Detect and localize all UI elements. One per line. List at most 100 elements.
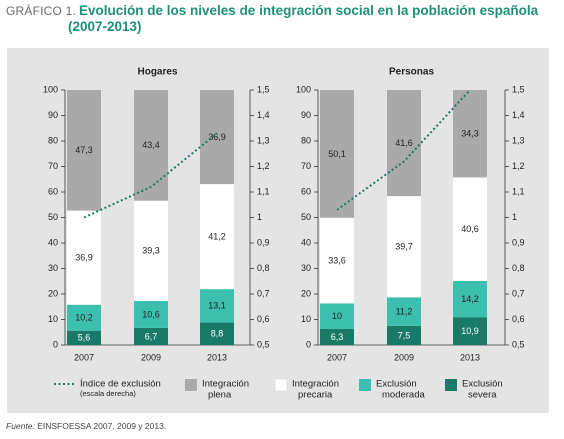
hogares-y-tick-label: 60 — [48, 186, 58, 196]
personas-y2-tick-label: 1,3 — [512, 135, 525, 145]
personas-y-tick-label: 20 — [301, 288, 311, 298]
hogares-y2-tick-label: 1,4 — [257, 110, 270, 120]
personas-bar-moderada-2009 — [387, 297, 421, 326]
hogares-bar-moderada-2007 — [67, 304, 101, 331]
hogares-data-label-precaria-2009: 39,3 — [142, 246, 160, 256]
personas-y-tick-label: 60 — [301, 186, 311, 196]
hogares-data-label-moderada-2007: 10,2 — [75, 313, 93, 323]
hogares-y-tick-label: 100 — [43, 84, 58, 94]
hogares-data-label-severa-2009: 6,7 — [145, 331, 158, 341]
personas-y-tick-label: 30 — [301, 263, 311, 273]
personas-data-label-plena-2013: 34,3 — [461, 129, 479, 139]
legend-label-severa: Exclusión — [462, 379, 503, 390]
legend-sublabel-plena: plena — [208, 390, 232, 401]
personas-y-tick-label: 80 — [301, 135, 311, 145]
personas-bar-plena-2007 — [320, 90, 354, 218]
hogares-y2-tick-label: 0,5 — [257, 339, 270, 349]
personas-y-tick-label: 40 — [301, 237, 311, 247]
personas-y-tick-label: 70 — [301, 161, 311, 171]
legend-sublabel-indice: (escala derecha) — [80, 389, 136, 398]
personas-x-tick-label: 2013 — [460, 352, 480, 362]
hogares-bar-plena-2013 — [200, 90, 234, 185]
personas-bar-moderada-2007 — [320, 303, 354, 329]
hogares-index-line — [83, 132, 218, 219]
hogares-y-tick-label: 70 — [48, 161, 58, 171]
personas-x-tick-label: 2007 — [327, 352, 347, 362]
personas-y2-tick-label: 0,6 — [512, 314, 525, 324]
personas-data-label-plena-2007: 50,1 — [328, 149, 346, 159]
title-line-1: Evolución de los niveles de integración … — [79, 3, 539, 18]
hogares-y2-tick-label: 1,2 — [257, 161, 270, 171]
figure-panel: Hogares 0 10 20 30 40 50 60 70 80 90 100 0,5 0,6 0,7 0,… — [7, 48, 549, 413]
hogares-bar-severa-2007 — [67, 330, 101, 345]
legend-swatch-severa — [445, 379, 457, 391]
personas-bar-plena-2009 — [387, 90, 421, 197]
personas-data-label-severa-2013: 10,9 — [461, 326, 479, 336]
personas-data-label-precaria-2007: 33,6 — [328, 255, 346, 265]
personas-bar-severa-2007 — [320, 328, 354, 345]
personas-bar-precaria-2013 — [453, 177, 487, 281]
hogares-bar-moderada-2009 — [134, 300, 168, 328]
hogares-x-tick-label: 2007 — [74, 352, 94, 362]
personas-y2-tick-label: 1,5 — [512, 84, 525, 94]
personas-x-tick-label: 2009 — [394, 352, 414, 362]
hogares-bar-precaria-2013 — [200, 184, 234, 290]
personas-y2-tick-label: 1 — [512, 212, 517, 222]
legend-label-moderada: Exclusión — [376, 379, 417, 390]
legend-sublabel-moderada: moderada — [382, 390, 425, 401]
personas-panel-title: Personas — [389, 67, 434, 78]
hogares-y2-tick-label: 1,1 — [257, 186, 270, 196]
hogares-y-tick-label: 90 — [48, 110, 58, 120]
personas-y-tick-label: 90 — [301, 110, 311, 120]
hogares-data-label-precaria-2007: 36,9 — [75, 253, 93, 263]
hogares-y-tick-label: 50 — [48, 212, 58, 222]
hogares-y-tick-label: 10 — [48, 314, 58, 324]
personas-data-label-plena-2009: 41,6 — [395, 138, 413, 148]
source-text: EINSFOESSA 2007, 2009 y 2013. — [34, 421, 167, 431]
personas-data-label-severa-2009: 7,5 — [398, 330, 411, 340]
personas-y-tick-label: 50 — [301, 212, 311, 222]
personas-bar-severa-2013 — [453, 317, 487, 345]
personas-y2-tick-label: 0,7 — [512, 288, 525, 298]
personas-y-tick-label: 100 — [296, 84, 311, 94]
hogares-bar-precaria-2009 — [134, 200, 168, 301]
hogares-bar-severa-2009 — [134, 327, 168, 345]
hogares-data-label-plena-2013: 36,9 — [208, 132, 226, 142]
hogares-y2-tick-label: 1,5 — [257, 84, 270, 94]
hogares-bar-precaria-2007 — [67, 210, 101, 305]
personas-y2-tick-label: 0,8 — [512, 263, 525, 273]
hogares-data-label-plena-2007: 47,3 — [75, 145, 93, 155]
legend-sublabel-severa: severa — [468, 390, 497, 401]
source-label: Fuente: — [6, 421, 35, 431]
personas-y2-tick-label: 0,9 — [512, 237, 525, 247]
hogares-y2-tick-label: 0,8 — [257, 263, 270, 273]
personas-bar-plena-2013 — [453, 90, 487, 178]
figure-tag: GRÁFICO 1. — [6, 4, 77, 18]
hogares-bar-severa-2013 — [200, 322, 234, 345]
personas-y-tick-label: 10 — [301, 314, 311, 324]
hogares-y-tick-label: 30 — [48, 263, 58, 273]
hogares-y-tick-label: 80 — [48, 135, 58, 145]
hogares-y2-tick-label: 0,7 — [257, 288, 270, 298]
hogares-y2-tick-label: 1,3 — [257, 135, 270, 145]
personas-y2-tick-label: 1,4 — [512, 110, 525, 120]
personas-data-label-moderada-2007: 10 — [332, 311, 342, 321]
hogares-x-tick-label: 2009 — [141, 352, 161, 362]
personas-data-label-precaria-2013: 40,6 — [461, 224, 479, 234]
hogares-y-tick-label: 40 — [48, 237, 58, 247]
personas-data-label-moderada-2013: 14,2 — [461, 294, 479, 304]
hogares-data-label-moderada-2009: 10,6 — [142, 309, 160, 319]
legend-swatch-precaria — [274, 378, 288, 392]
personas-bar-precaria-2007 — [320, 217, 354, 304]
hogares-y2-tick-label: 0,9 — [257, 237, 270, 247]
hogares-data-label-plena-2009: 43,4 — [142, 140, 160, 150]
personas-data-label-severa-2007: 6,3 — [331, 332, 344, 342]
stacked-bar-chart: Hogares01020304050607080901000,50,60,70,… — [43, 67, 525, 401]
legend-label-indice: Índice de exclusión — [80, 379, 161, 390]
hogares-data-label-precaria-2013: 41,2 — [208, 232, 226, 242]
personas-data-label-moderada-2009: 11,2 — [396, 306, 413, 316]
personas-y2-tick-label: 1,2 — [512, 161, 525, 171]
hogares-panel-title: Hogares — [137, 67, 177, 78]
hogares-y2-tick-label: 1 — [257, 212, 262, 222]
hogares-data-label-moderada-2013: 13,1 — [208, 301, 226, 311]
